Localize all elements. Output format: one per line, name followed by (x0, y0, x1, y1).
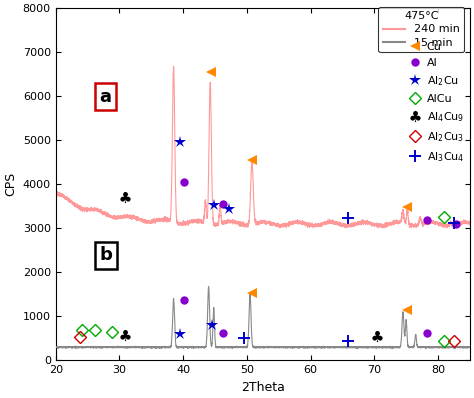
Text: a: a (99, 88, 111, 105)
Text: b: b (99, 246, 112, 264)
X-axis label: 2Theta: 2Theta (241, 381, 285, 394)
Legend: Cu, Al, Al$_2$Cu, AlCu, Al$_4$Cu$_9$, Al$_2$Cu$_3$, Al$_3$Cu$_4$: Cu, Al, Al$_2$Cu, AlCu, Al$_4$Cu$_9$, Al… (408, 42, 464, 164)
Y-axis label: CPS: CPS (4, 172, 17, 197)
